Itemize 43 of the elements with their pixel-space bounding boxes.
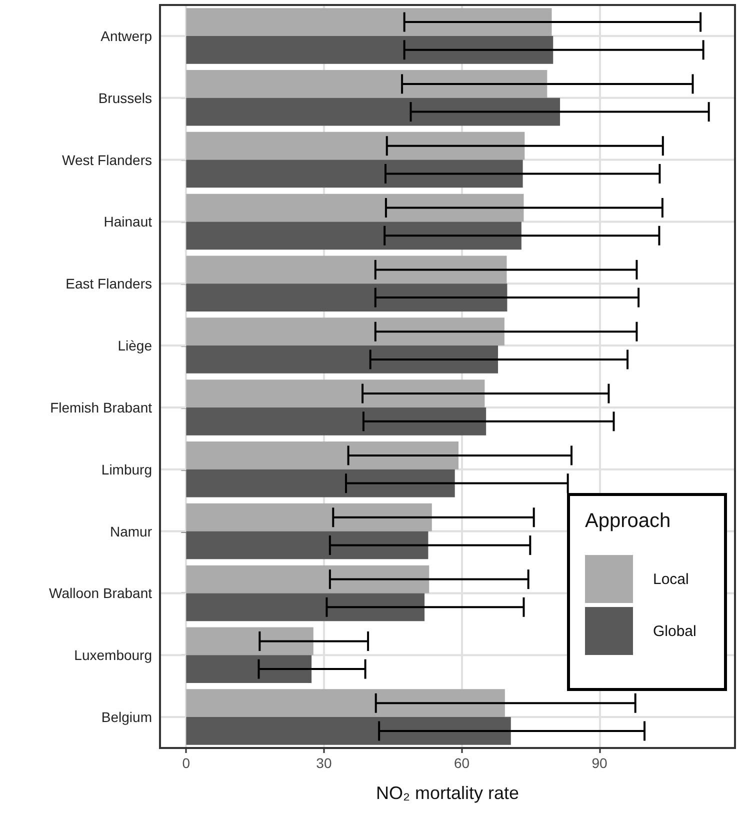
bar [186, 627, 314, 656]
y-tick-label: West Flanders [62, 152, 152, 168]
y-tick-label: Limburg [101, 461, 152, 478]
y-tick-label: Brussels [98, 90, 152, 106]
x-tick-label: 90 [592, 755, 608, 771]
y-tick-label: East Flanders [66, 276, 152, 292]
x-tick-label: 30 [316, 755, 332, 771]
bar [186, 70, 548, 98]
bar [186, 442, 459, 470]
bar [186, 132, 525, 160]
bar [186, 8, 552, 36]
x-axis-title: NO₂ mortality rate [376, 783, 520, 803]
bar [186, 565, 430, 594]
bar [186, 469, 455, 498]
y-tick-label: Flemish Brabant [50, 399, 152, 416]
bar [186, 593, 425, 622]
bar [186, 717, 511, 745]
bar [186, 655, 312, 683]
bar [186, 222, 522, 250]
legend-title: Approach [585, 510, 672, 533]
y-tick-label: Liège [118, 338, 152, 354]
y-tick-label: Walloon Brabant [49, 585, 152, 602]
bar [186, 284, 508, 312]
bar [186, 194, 524, 222]
bar [186, 36, 554, 64]
y-tick-label: Antwerp [100, 28, 152, 44]
bar [186, 98, 560, 126]
bar [186, 256, 507, 284]
y-tick-label: Luxembourg [74, 647, 152, 664]
y-tick-label: Hainaut [104, 214, 152, 230]
bar [186, 407, 486, 436]
legend: Approach Local Global [567, 493, 727, 691]
y-tick-label: Namur [110, 523, 152, 540]
bar [186, 503, 432, 532]
bar [186, 318, 504, 346]
x-tick-label: 60 [454, 755, 470, 771]
bar [186, 689, 505, 718]
x-tick-label: 0 [182, 755, 190, 771]
y-tick-label: Belgium [101, 709, 152, 726]
bar [186, 380, 485, 408]
bar [186, 531, 428, 560]
bar [186, 160, 523, 188]
bar [186, 346, 498, 374]
